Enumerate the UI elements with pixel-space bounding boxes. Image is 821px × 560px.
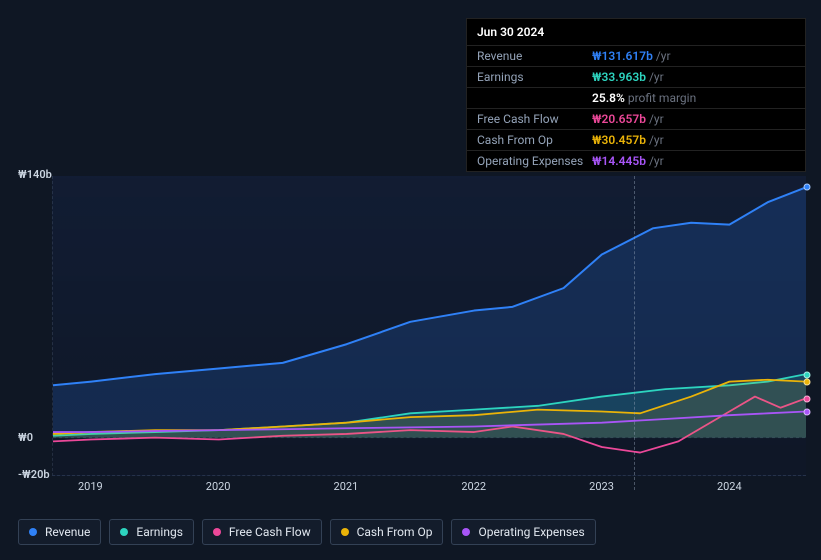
chart-cursor-line [634, 176, 635, 490]
legend-dot-icon [120, 528, 128, 536]
x-axis-tick: 2022 [461, 480, 486, 493]
tooltip-row: Cash From Op₩30.457b/yr [467, 130, 805, 151]
tooltip-value: 25.8% [592, 91, 625, 105]
tooltip-suffix: /yr [649, 154, 664, 168]
y-axis-tick: ₩140b [18, 168, 52, 181]
x-axis-tick: 2024 [717, 480, 742, 493]
chart-plot-area[interactable] [52, 176, 806, 476]
x-axis: 2019 2020 2021 2022 2023 2024 [52, 480, 806, 500]
tooltip-row: Earnings₩33.963b/yr [467, 67, 805, 88]
legend-dot-icon [29, 528, 37, 536]
tooltip-suffix: /yr [649, 133, 664, 147]
legend-dot-icon [341, 528, 349, 536]
legend-item-earnings[interactable]: Earnings [109, 519, 194, 545]
tooltip-suffix: profit margin [628, 91, 696, 105]
legend-dot-icon [213, 528, 221, 536]
tooltip-row: Free Cash Flow₩20.657b/yr [467, 109, 805, 130]
tooltip-date: Jun 30 2024 [467, 19, 805, 46]
tooltip-label: Revenue [477, 49, 592, 63]
legend-label: Cash From Op [357, 525, 433, 539]
legend-label: Earnings [136, 525, 183, 539]
x-axis-tick: 2019 [78, 480, 103, 493]
tooltip-value: ₩14.445b [592, 154, 646, 168]
legend-item-revenue[interactable]: Revenue [18, 519, 101, 545]
y-axis-tick: ₩0 [18, 431, 33, 444]
tooltip-value: ₩131.617b [592, 49, 653, 63]
tooltip-suffix: /yr [649, 112, 664, 126]
legend-item-cash-from-op[interactable]: Cash From Op [330, 519, 444, 545]
legend-item-operating-expenses[interactable]: Operating Expenses [451, 519, 595, 545]
series-endpoint [804, 409, 811, 416]
y-axis-tick: -₩20b [18, 468, 50, 481]
tooltip-value: ₩30.457b [592, 133, 646, 147]
x-axis-tick: 2021 [334, 480, 359, 493]
tooltip-label: Earnings [477, 70, 592, 84]
tooltip-label: Operating Expenses [477, 154, 592, 168]
x-axis-tick: 2023 [589, 480, 614, 493]
tooltip-row: Revenue₩131.617b/yr [467, 46, 805, 67]
tooltip-value: ₩33.963b [592, 70, 646, 84]
legend-dot-icon [462, 528, 470, 536]
chart-legend: Revenue Earnings Free Cash Flow Cash From O… [18, 519, 596, 545]
tooltip-label: Cash From Op [477, 133, 592, 147]
tooltip-row: 25.8%profit margin [467, 88, 805, 109]
legend-label: Operating Expenses [478, 525, 584, 539]
series-endpoint [804, 379, 811, 386]
series-endpoint [804, 184, 811, 191]
legend-label: Revenue [45, 525, 90, 539]
series-endpoint [804, 371, 811, 378]
chart-tooltip: Jun 30 2024 Revenue₩131.617b/yrEarnings₩… [466, 18, 806, 172]
tooltip-suffix: /yr [649, 70, 664, 84]
tooltip-row: Operating Expenses₩14.445b/yr [467, 151, 805, 171]
x-axis-tick: 2020 [206, 480, 231, 493]
tooltip-value: ₩20.657b [592, 112, 646, 126]
legend-label: Free Cash Flow [229, 525, 311, 539]
tooltip-label: Free Cash Flow [477, 112, 592, 126]
series-endpoint [804, 396, 811, 403]
tooltip-suffix: /yr [656, 49, 671, 63]
legend-item-free-cash-flow[interactable]: Free Cash Flow [202, 519, 322, 545]
